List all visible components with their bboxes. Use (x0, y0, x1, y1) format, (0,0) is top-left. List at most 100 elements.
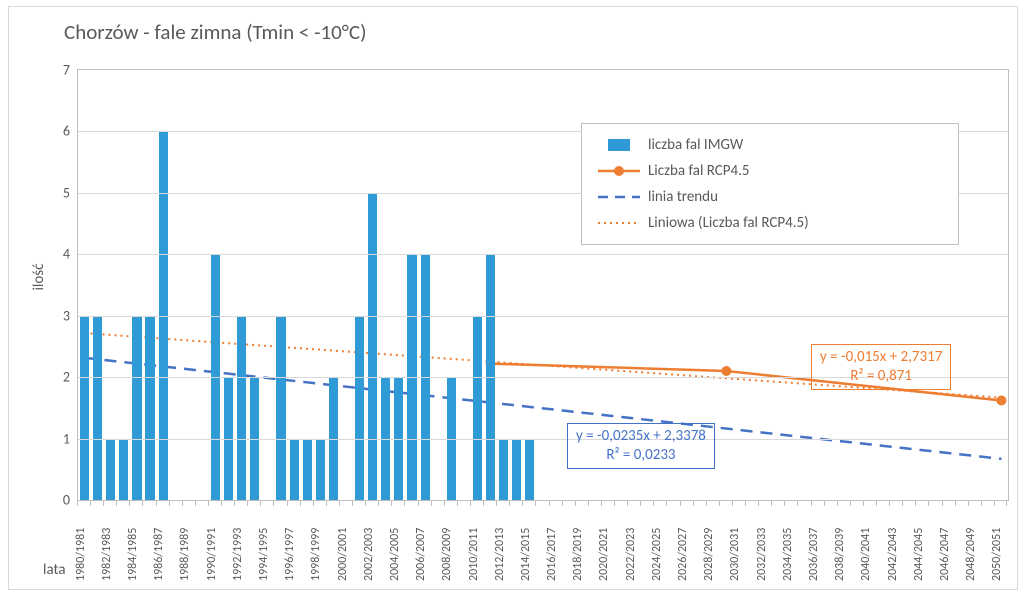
x-tick-mark (680, 501, 681, 506)
legend-label: liczba fal IMGW (648, 136, 743, 154)
x-tick-mark (732, 501, 733, 506)
legend-label: Liczba fal RCP4.5 (648, 162, 750, 180)
bar (512, 439, 521, 500)
x-tick-label: 1990/1991 (205, 528, 219, 581)
x-tick-mark (90, 501, 91, 506)
x-tick-mark (928, 501, 929, 506)
x-tick-label: 1998/1999 (309, 528, 323, 581)
legend: liczba fal IMGW Liczba fal RCP4.5 linia tr… (581, 123, 959, 245)
legend-item: Liczba fal RCP4.5 (596, 158, 944, 184)
x-tick-label: 2024/2025 (650, 528, 664, 581)
x-tick-mark (640, 501, 641, 506)
trend-equation-blue: y = -0,0235x + 2,3378 R² = 0,0233 (567, 423, 715, 469)
legend-label: linia trendu (648, 188, 718, 206)
x-tick-mark (719, 501, 720, 506)
x-tick-mark (784, 501, 785, 506)
legend-swatch (596, 213, 642, 233)
x-tick-label: 2038/2039 (833, 528, 847, 581)
legend-label: Liniowa (Liczba fal RCP4.5) (648, 214, 809, 232)
x-tick-mark (182, 501, 183, 506)
x-tick-mark (535, 501, 536, 506)
x-tick-label: 2032/2033 (755, 528, 769, 581)
bar (106, 439, 115, 500)
x-tick-label: 1982/1983 (100, 528, 114, 581)
x-tick-mark (431, 501, 432, 506)
bar (80, 316, 89, 500)
x-tick-mark (142, 501, 143, 506)
x-tick-mark (221, 501, 222, 506)
y-tick-label: 3 (63, 307, 70, 324)
x-tick-mark (260, 501, 261, 506)
x-tick-mark (745, 501, 746, 506)
bar (303, 439, 312, 500)
x-tick-mark (522, 501, 523, 506)
chart-frame: Chorzów - fale zimna (Tmin < -10°C) iloś… (8, 6, 1018, 590)
x-tick-label: 1984/1985 (126, 528, 140, 581)
y-tick-label: 5 (63, 184, 70, 201)
x-tick-mark (365, 501, 366, 506)
x-tick-label: 1980/1981 (74, 528, 88, 581)
x-tick-mark (863, 501, 864, 506)
x-tick-label: 2004/2005 (388, 528, 402, 581)
x-tick-label: 1996/1997 (283, 528, 297, 581)
x-axis-label: lata (43, 561, 66, 579)
x-tick-mark (653, 501, 654, 506)
x-tick-mark (994, 501, 995, 506)
x-tick-mark (129, 501, 130, 506)
y-tick-label: 7 (63, 62, 70, 79)
x-tick-mark (850, 501, 851, 506)
x-tick-label: 2028/2029 (702, 528, 716, 581)
x-tick-mark (77, 501, 78, 506)
x-tick-mark (496, 501, 497, 506)
x-tick-mark (955, 501, 956, 506)
bar (316, 439, 325, 500)
gridline (78, 439, 1008, 440)
x-tick-mark (797, 501, 798, 506)
bar (525, 439, 534, 500)
bar (368, 193, 377, 500)
x-tick-label: 1992/1993 (231, 528, 245, 581)
x-tick-mark (339, 501, 340, 506)
bar (499, 439, 508, 500)
x-tick-mark (195, 501, 196, 506)
bar (473, 316, 482, 500)
x-tick-label: 2046/2047 (938, 528, 952, 581)
x-tick-mark (889, 501, 890, 506)
x-tick-mark (902, 501, 903, 506)
x-tick-mark (758, 501, 759, 506)
x-tick-label: 2014/2015 (519, 528, 533, 581)
bar (355, 316, 364, 500)
x-tick-label: 2020/2021 (597, 528, 611, 581)
x-tick-mark (588, 501, 589, 506)
x-tick-mark (693, 501, 694, 506)
x-tick-mark (234, 501, 235, 506)
x-tick-mark (103, 501, 104, 506)
x-tick-mark (116, 501, 117, 506)
bar (132, 316, 141, 500)
bar (237, 316, 246, 500)
x-tick-mark (483, 501, 484, 506)
x-tick-label: 2002/2003 (362, 528, 376, 581)
chart-title: Chorzów - fale zimna (Tmin < -10°C) (64, 19, 366, 45)
x-tick-mark (601, 501, 602, 506)
gridline (78, 316, 1008, 317)
x-tick-mark (706, 501, 707, 506)
y-tick-label: 6 (63, 123, 70, 140)
x-tick-mark (509, 501, 510, 506)
x-tick-mark (208, 501, 209, 506)
x-tick-label: 2044/2045 (912, 528, 926, 581)
x-tick-mark (404, 501, 405, 506)
bar (290, 439, 299, 500)
legend-swatch (596, 161, 642, 181)
x-tick-mark (313, 501, 314, 506)
legend-item: liczba fal IMGW (596, 132, 944, 158)
x-tick-mark (326, 501, 327, 506)
x-tick-label: 1986/1987 (152, 528, 166, 581)
trend-equation-orange: y = -0,015x + 2,7317 R² = 0,871 (811, 344, 951, 390)
x-tick-label: 2042/2043 (886, 528, 900, 581)
y-axis-label: ilość (30, 263, 48, 290)
x-tick-mark (771, 501, 772, 506)
legend-swatch (596, 135, 642, 155)
x-tick-label: 2036/2037 (807, 528, 821, 581)
x-tick-mark (470, 501, 471, 506)
